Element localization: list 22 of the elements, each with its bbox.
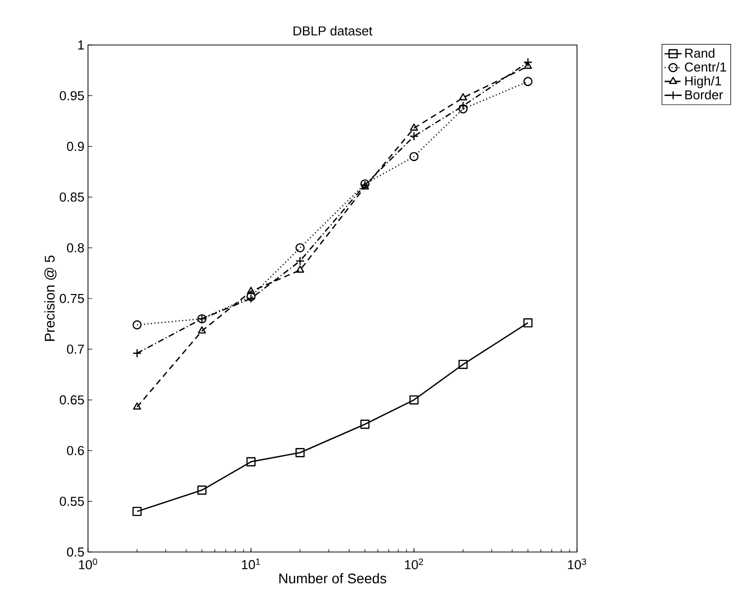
y-tick-label: 0.75 xyxy=(60,294,84,304)
x-tick-label: 10$^{0}$ xyxy=(79,558,98,570)
x-axis-title: Number of Seeds xyxy=(279,573,386,584)
y-tick-label: 0.55 xyxy=(60,496,84,506)
legend-label: Centr/1 xyxy=(684,62,726,72)
y-tick-label: 0.7 xyxy=(66,344,84,354)
y-tick-label: 0.85 xyxy=(60,192,84,202)
y-tick-label: 0.6 xyxy=(66,446,84,456)
chart-title: DBLP dataset xyxy=(294,26,372,36)
y-tick-label: 0.95 xyxy=(60,91,84,100)
y-tick-label: 0.9 xyxy=(66,142,84,151)
y-tick-label: 0.5 xyxy=(66,547,84,557)
x-tick-label: 10$^{1}$ xyxy=(242,558,260,570)
y-tick-label: 0.8 xyxy=(66,243,84,252)
x-tick-label: 10$^{3}$ xyxy=(568,558,586,570)
y-tick-label: 0.65 xyxy=(60,395,84,404)
y-axis-title: Precision @ 5 xyxy=(44,256,56,341)
y-tick-label: 1 xyxy=(78,40,84,50)
legend-label: Border xyxy=(685,90,723,100)
legend-label: High/1 xyxy=(685,76,722,88)
legend-label: Rand xyxy=(685,48,714,58)
x-tick-label: 10$^{2}$ xyxy=(405,558,424,570)
